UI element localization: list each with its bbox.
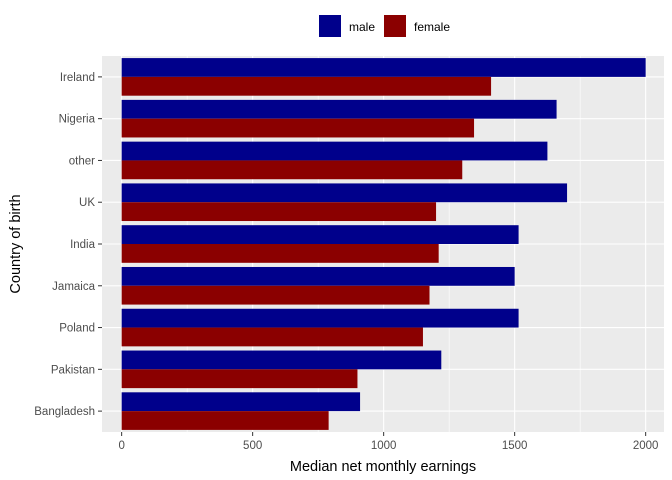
bar-male-pakistan (121, 350, 442, 370)
x-axis: 0 500 1000 1500 2000 (118, 432, 658, 452)
bar-female-pakistan (121, 369, 358, 389)
bar-female-ireland (121, 76, 492, 96)
bars (121, 58, 646, 430)
bar-female-jamaica (121, 285, 430, 305)
x-axis-title: Median net monthly earnings (290, 459, 476, 475)
y-tick-label: Jamaica (52, 281, 95, 293)
bar-female-india (121, 244, 439, 263)
y-tick-label: Ireland (60, 72, 95, 84)
bar-female-other (121, 160, 463, 180)
y-tick-label: other (69, 155, 95, 167)
bar-female-bangladesh (121, 411, 329, 430)
bar-male-uk (121, 183, 568, 203)
legend-label-female: female (414, 20, 450, 34)
y-axis: Ireland Nigeria other UK India Jamaica Poland P… (34, 72, 102, 418)
x-tick-label: 0 (118, 440, 124, 452)
bar-female-uk (121, 202, 437, 222)
bar-male-jamaica (121, 266, 515, 286)
y-axis-title: Country of birth (8, 194, 24, 293)
y-tick-label: Pakistan (51, 364, 95, 376)
y-tick-label: India (70, 239, 96, 251)
bar-male-india (121, 225, 519, 244)
bar-female-poland (121, 327, 423, 347)
x-tick-label: 1500 (502, 440, 528, 452)
y-tick-label: UK (79, 197, 95, 209)
bar-male-nigeria (121, 99, 557, 119)
legend-label-male: male (349, 20, 375, 34)
legend-key-male (319, 15, 341, 37)
y-tick-label: Poland (59, 323, 95, 335)
bar-male-ireland (121, 58, 646, 77)
x-tick-label: 2000 (633, 440, 659, 452)
bar-female-nigeria (121, 118, 475, 138)
bar-male-bangladesh (121, 392, 361, 412)
x-tick-label: 500 (243, 440, 262, 452)
bar-male-other (121, 141, 548, 161)
legend-key-female (384, 15, 406, 37)
x-tick-label: 1000 (371, 440, 397, 452)
y-tick-label: Bangladesh (34, 406, 95, 418)
bar-male-poland (121, 308, 519, 328)
y-tick-label: Nigeria (59, 114, 96, 126)
legend: male female (319, 15, 450, 37)
